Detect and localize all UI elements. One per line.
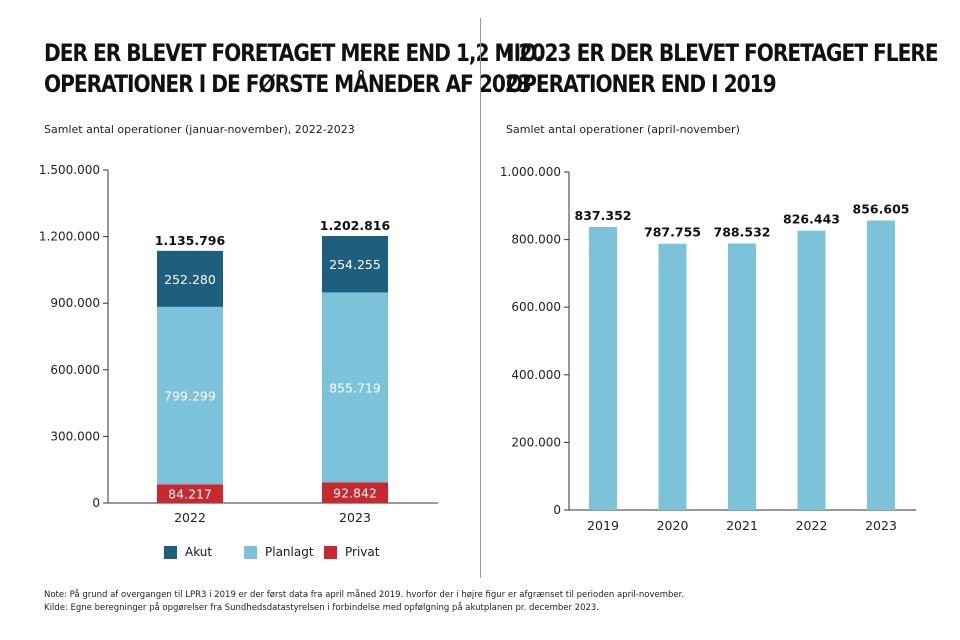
y-tick-label: 800.000 [511,233,561,247]
x-tick-label: 2023 [865,518,897,533]
y-tick-label: 0 [92,496,100,510]
bar-value-label: 788.532 [714,224,771,239]
legend-label-planlagt: Planlagt [265,545,314,559]
bar-segment-privat [322,482,388,503]
bar-total-label: 1.202.816 [320,218,391,233]
bar-value-label: 787.755 [644,225,701,240]
right-chart-subtitle: Samlet antal operationer (april-november… [506,123,740,136]
stacked-bar-chart: 0 300.000 600.000 900.000 1.200.000 1.500.000… [39,163,438,525]
x-tick-label: 2023 [339,510,371,525]
legend-item-privat: Privat [324,545,379,559]
segment-value-label: 84.217 [168,487,212,502]
legend-label-privat: Privat [345,545,380,559]
left-title-line1: Der er blevet foretaget mere end 1,2 mio… [44,39,543,67]
footnote-note: Note: På grund af overgangen til LPR3 i … [44,590,685,600]
segment-value-label: 254.255 [329,257,381,272]
x-tick-label: 2022 [796,518,828,533]
right-chart-panel: I 2023 er der blevet foretaget flere oper… [480,0,960,590]
y-tick-label: 1.000.000 [500,165,561,179]
left-chart-panel: Der er blevet foretaget mere end 1,2 mio… [0,0,544,590]
chart-legend: Akut Planlagt Privat [0,545,480,563]
right-chart-title: I 2023 er der blevet foretaget flere oper… [506,38,939,100]
y-tick-label: 600.000 [50,363,100,377]
x-tick-label: 2022 [174,510,206,525]
left-chart-subtitle: Samlet antal operationer (januar-novembe… [44,123,355,136]
bar-chart: 0 200.000 400.000 600.000 800.000 1.000.000 83… [500,165,916,533]
panel-divider [480,18,481,578]
bar-segment-planlagt [157,306,223,485]
bar-value-label: 826.443 [783,212,840,227]
footnote-source: Kilde: Egne beregninger på opgørelser fr… [44,603,599,613]
y-tick-label: 900.000 [50,296,100,310]
y-tick-label: 600.000 [511,300,561,314]
y-tick-label: 300.000 [50,429,100,443]
legend-swatch-planlagt [244,545,257,559]
bar-segment-planlagt [322,292,388,483]
bar [797,230,826,510]
y-tick-label: 0 [553,503,561,517]
bar-value-label: 856.605 [853,201,910,216]
bar [589,226,617,510]
segment-value-label: 855.719 [329,380,381,395]
right-title-line1: I 2023 er der blevet foretaget flere [506,39,939,67]
y-tick-label: 1.500.000 [39,163,100,177]
bar [867,220,895,510]
x-tick-label: 2020 [657,518,689,533]
bar-total-label: 1.135.796 [155,233,226,248]
segment-value-label: 799.299 [164,389,216,404]
left-title-line2: operationer i de første måneder af 2023 [44,70,532,98]
segment-value-label: 252.280 [164,272,216,287]
legend-item-akut: Akut [164,545,212,559]
bar [728,243,756,510]
bar-segment-akut [157,250,223,307]
bar-segment-akut [322,235,388,293]
segment-value-label: 92.842 [333,486,377,501]
legend-swatch-privat [324,545,337,559]
legend-swatch-akut [164,545,177,559]
y-tick-label: 1.200.000 [39,230,100,244]
x-tick-label: 2019 [587,518,619,533]
bar [658,243,687,510]
right-title-line2: operationer end i 2019 [506,70,777,98]
y-tick-label: 400.000 [511,368,561,382]
left-chart-title: Der er blevet foretaget mere end 1,2 mio… [44,38,543,100]
y-tick-label: 200.000 [511,435,561,449]
legend-item-planlagt: Planlagt [244,545,314,559]
bar-value-label: 837.352 [575,208,632,223]
bar-segment-privat [157,484,223,503]
legend-label-akut: Akut [185,545,213,559]
x-tick-label: 2021 [726,518,758,533]
